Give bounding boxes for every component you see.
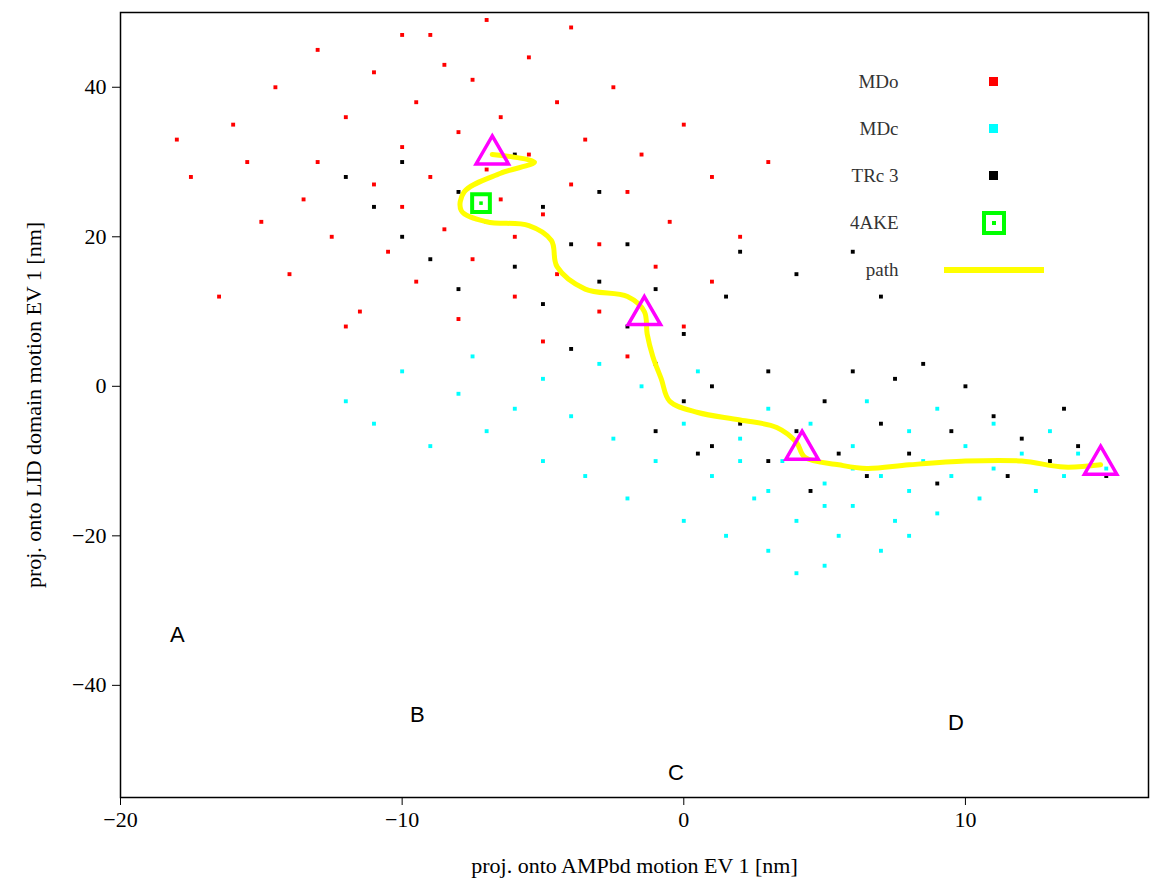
svg-text:proj. onto AMPbd motion EV 1 [: proj. onto AMPbd motion EV 1 [nm] — [471, 853, 798, 878]
svg-text:−20: −20 — [103, 807, 137, 832]
html-text:path: path — [865, 258, 899, 280]
html-text:MDc: MDc — [859, 117, 899, 139]
svg-text:−10: −10 — [385, 807, 419, 832]
html-text:B: B — [410, 702, 425, 727]
svg-text:0: 0 — [678, 807, 689, 832]
html-text:A: A — [170, 622, 185, 647]
svg-text:0: 0 — [96, 373, 107, 398]
svg-text:20: 20 — [85, 224, 107, 249]
svg-text:40: 40 — [85, 74, 107, 99]
html-text:D: D — [948, 710, 964, 735]
svg-text:10: 10 — [954, 807, 976, 832]
html-text:4AKE: 4AKE — [850, 211, 899, 233]
html-text:TRc 3: TRc 3 — [851, 164, 899, 186]
svg-text:−20: −20 — [72, 523, 106, 548]
html-text:C: C — [668, 760, 684, 785]
html-text:MDo: MDo — [858, 70, 899, 92]
svg-text:proj. onto LID domain motion E: proj. onto LID domain motion EV 1 [nm] — [21, 222, 46, 588]
svg-text:−40: −40 — [72, 672, 106, 697]
